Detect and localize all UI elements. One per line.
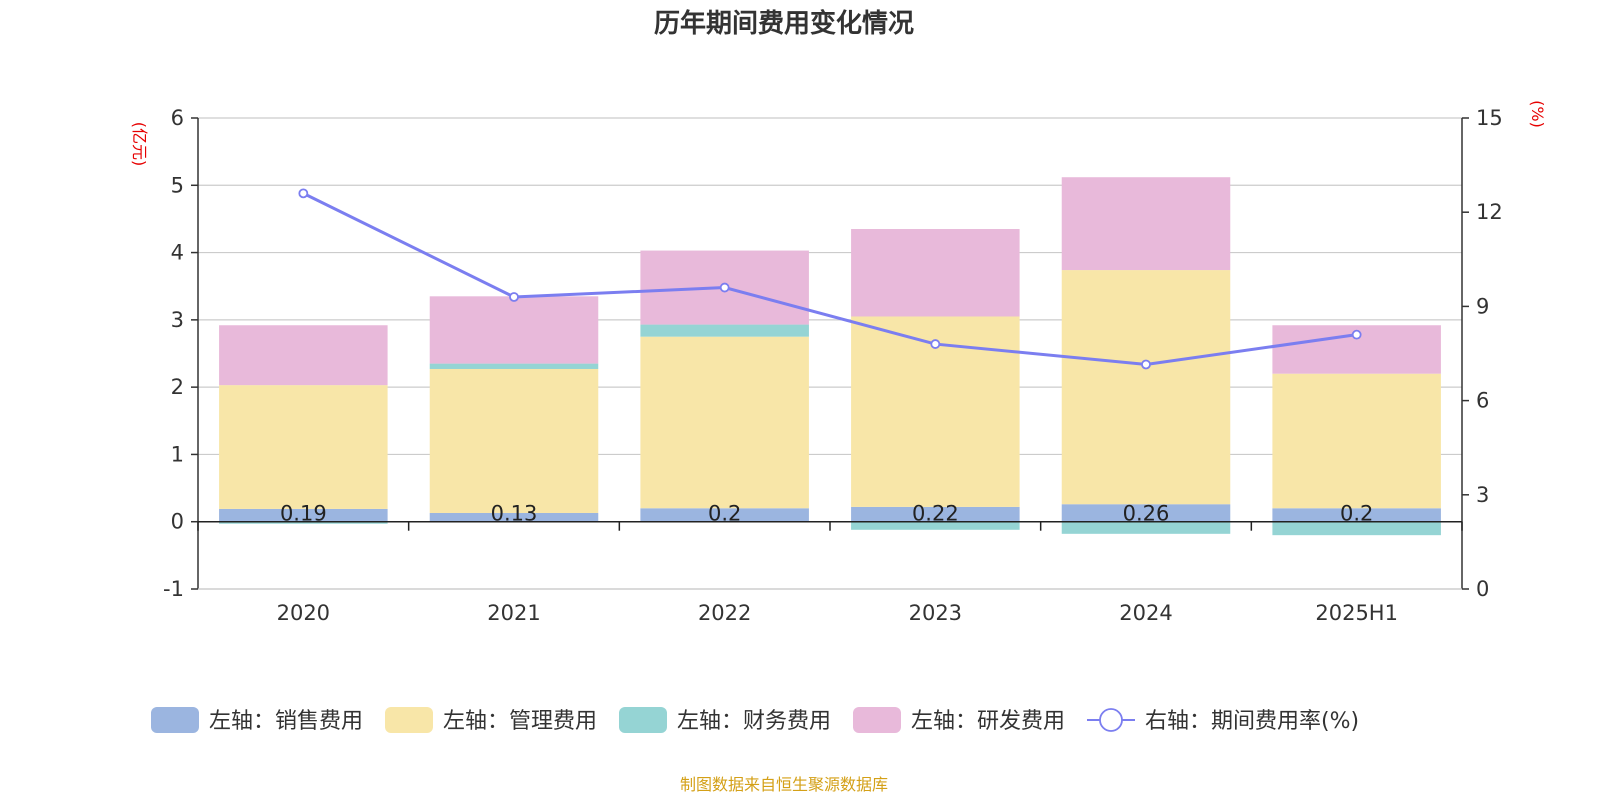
legend-label: 右轴：期间费用率(%) bbox=[1145, 709, 1359, 734]
bar-2-2021 bbox=[429, 368, 599, 513]
legend-swatch bbox=[619, 707, 667, 733]
legend-item-2: 左轴：管理费用 bbox=[385, 707, 597, 734]
left-tick-label: 6 bbox=[171, 106, 184, 130]
bar-1-2024 bbox=[1061, 504, 1231, 522]
category-label: 2020 bbox=[277, 601, 330, 625]
legend-item-3: 左轴：财务费用 bbox=[619, 707, 831, 734]
rate-line bbox=[298, 188, 1362, 370]
rate-point bbox=[1141, 359, 1151, 370]
right-tick-label: 6 bbox=[1476, 389, 1489, 413]
right-axis-unit: (%) bbox=[1528, 100, 1547, 128]
bar-4-2021 bbox=[429, 296, 599, 364]
left-tick-label: 1 bbox=[171, 442, 184, 466]
bar-3-2023 bbox=[851, 521, 1020, 530]
bar-series bbox=[219, 177, 1441, 536]
legend-swatch bbox=[385, 707, 433, 733]
bar-1-2020 bbox=[219, 508, 388, 522]
bar-2-2024 bbox=[1061, 270, 1231, 505]
bar-3-2025H1 bbox=[1272, 521, 1441, 536]
legend-label: 左轴：销售费用 bbox=[209, 709, 363, 734]
bar-3-2021 bbox=[429, 363, 599, 369]
left-tick-label: 4 bbox=[171, 241, 184, 265]
bar-3-2024 bbox=[1061, 521, 1231, 534]
data-label: 0.22 bbox=[912, 502, 959, 526]
legend-label: 左轴：财务费用 bbox=[677, 709, 831, 734]
legend-swatch bbox=[853, 707, 901, 733]
left-tick-label: 0 bbox=[171, 510, 184, 534]
source-note: 制图数据来自恒生聚源数据库 bbox=[680, 775, 888, 794]
bar-4-2023 bbox=[851, 229, 1020, 317]
left-tick-label: 2 bbox=[171, 375, 184, 399]
legend-item-4: 左轴：研发费用 bbox=[853, 707, 1065, 734]
category-label: 2024 bbox=[1119, 601, 1172, 625]
rate-point bbox=[298, 188, 309, 199]
category-label: 2021 bbox=[487, 601, 540, 625]
legend-label: 左轴：研发费用 bbox=[911, 709, 1065, 734]
rate-point bbox=[719, 282, 730, 293]
bar-2-2022 bbox=[640, 336, 809, 509]
right-tick-label: 9 bbox=[1476, 294, 1489, 318]
bar-1-2023 bbox=[851, 506, 1020, 522]
rate-point bbox=[509, 292, 519, 302]
rate-point bbox=[1351, 329, 1362, 340]
data-labels: 0.19 0.13 0.2 0.22 0.26 0.2 bbox=[280, 502, 1373, 526]
legend-swatch bbox=[151, 707, 199, 733]
grid-lines bbox=[198, 117, 1462, 590]
rate-point bbox=[930, 339, 941, 349]
chart-title: 历年期间费用变化情况 bbox=[654, 8, 914, 39]
legend-circle-marker bbox=[1099, 708, 1123, 732]
legend-item-1: 左轴：销售费用 bbox=[151, 707, 363, 734]
rate-line-path bbox=[302, 192, 1357, 367]
left-axis-unit: (亿元) bbox=[130, 122, 149, 167]
legend: 左轴：销售费用 左轴：管理费用 左轴：财务费用 左轴：研发费用 右轴：期间费用率(%) bbox=[151, 707, 1359, 734]
bar-1-2022 bbox=[640, 508, 809, 522]
bar-1-2021 bbox=[429, 512, 599, 522]
category-label: 2022 bbox=[698, 601, 751, 625]
bar-3-2020 bbox=[219, 521, 388, 524]
right-tick-label: 12 bbox=[1476, 200, 1503, 224]
bar-4-2024 bbox=[1061, 177, 1231, 271]
data-label: 0.19 bbox=[280, 502, 327, 526]
right-tick-label: 15 bbox=[1476, 106, 1503, 130]
bar-2-2025H1 bbox=[1272, 373, 1441, 509]
legend-item-5: 右轴：期间费用率(%) bbox=[1087, 708, 1359, 734]
bar-3-2022 bbox=[640, 324, 809, 337]
legend-label: 左轴：管理费用 bbox=[443, 709, 597, 734]
right-tick-label: 3 bbox=[1476, 483, 1489, 507]
bar-4-2020 bbox=[219, 325, 388, 386]
category-label: 2025H1 bbox=[1315, 601, 1398, 625]
right-tick-label: 0 bbox=[1476, 577, 1489, 601]
data-label: 0.2 bbox=[1340, 502, 1373, 526]
data-label: 0.26 bbox=[1123, 502, 1170, 526]
left-tick-label: 5 bbox=[171, 173, 184, 197]
bar-1-2025H1 bbox=[1272, 508, 1441, 522]
bar-2-2020 bbox=[219, 385, 388, 509]
data-label: 0.13 bbox=[491, 502, 538, 526]
data-label: 0.2 bbox=[708, 502, 741, 526]
left-tick-label: 3 bbox=[171, 308, 184, 332]
category-label: 2023 bbox=[909, 601, 962, 625]
left-tick-label: -1 bbox=[163, 577, 184, 601]
